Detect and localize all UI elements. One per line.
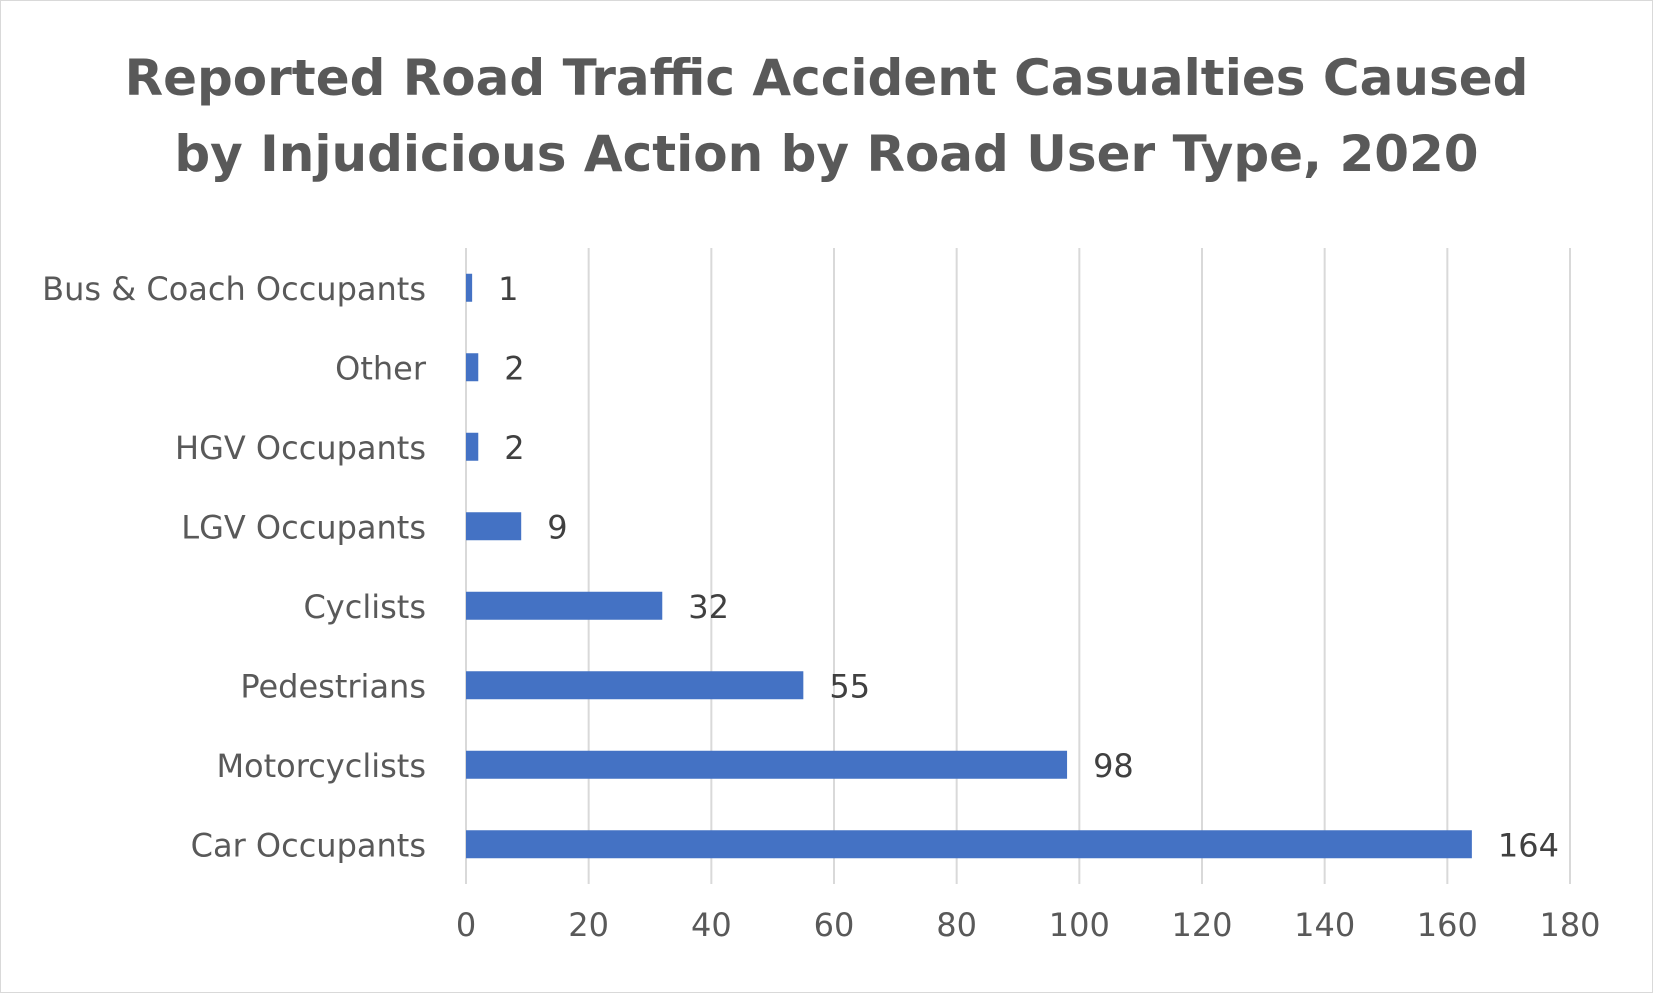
category-label-1: Motorcyclists <box>216 747 426 785</box>
data-label-5: 2 <box>504 429 524 467</box>
bar-3 <box>466 591 663 620</box>
category-label-0: Car Occupants <box>191 826 426 864</box>
bar-4 <box>466 512 522 541</box>
x-tick-label-20: 20 <box>568 906 609 944</box>
bar-5 <box>466 432 479 461</box>
chart-title-line-2: by Injudicious Action by Road User Type,… <box>174 125 1479 183</box>
data-label-7: 1 <box>498 270 518 308</box>
data-labels: 164 98 55 32 9 2 2 1 <box>498 270 1559 865</box>
data-label-6: 2 <box>504 349 524 387</box>
category-label-6: Other <box>335 349 427 387</box>
data-label-1: 98 <box>1093 747 1134 785</box>
chart-title: Reported Road Traffic Accident Casualtie… <box>0 40 1653 192</box>
bar-2 <box>466 671 804 700</box>
x-tick-label-160: 160 <box>1417 906 1478 944</box>
data-label-3: 32 <box>688 588 729 626</box>
gridlines <box>465 248 1571 884</box>
category-label-5: HGV Occupants <box>175 429 426 467</box>
x-tick-label-80: 80 <box>936 906 977 944</box>
chart-title-line-1: Reported Road Traffic Accident Casualtie… <box>124 49 1529 107</box>
x-tick-label-100: 100 <box>1049 906 1110 944</box>
x-tick-label-140: 140 <box>1294 906 1355 944</box>
x-axis-tick-labels: 0 20 40 60 80 100 120 140 160 180 <box>456 906 1601 944</box>
x-tick-label-60: 60 <box>814 906 855 944</box>
data-label-4: 9 <box>547 508 567 546</box>
category-labels: Car Occupants Motorcyclists Pedestrians Cyc… <box>42 270 427 865</box>
x-tick-label-0: 0 <box>456 906 476 944</box>
bars <box>466 273 1472 859</box>
bar-7 <box>466 273 473 302</box>
category-label-3: Cyclists <box>303 588 426 626</box>
category-label-2: Pedestrians <box>240 667 426 705</box>
x-tick-label-120: 120 <box>1171 906 1232 944</box>
bar-0 <box>466 830 1472 859</box>
data-label-0: 164 <box>1498 826 1559 864</box>
category-label-7: Bus & Coach Occupants <box>42 270 426 308</box>
x-tick-label-40: 40 <box>691 906 732 944</box>
data-label-2: 55 <box>829 667 870 705</box>
x-tick-label-180: 180 <box>1539 906 1600 944</box>
bar-6 <box>466 353 479 382</box>
bar-1 <box>466 750 1068 779</box>
category-label-4: LGV Occupants <box>181 508 426 546</box>
